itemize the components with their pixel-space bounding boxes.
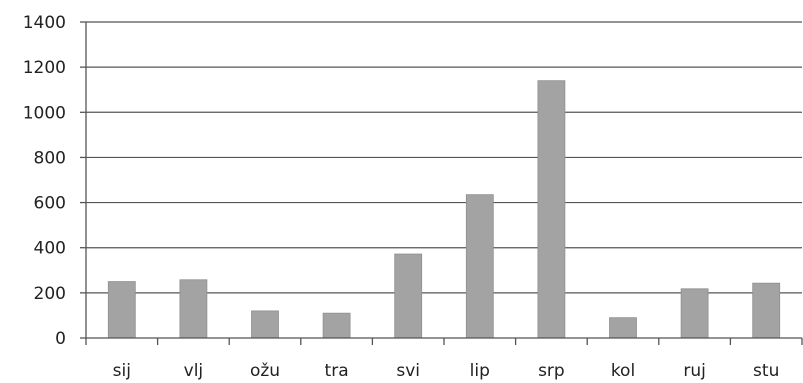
y-tick-label-200: 200 xyxy=(34,284,66,304)
x-tick-labels: sij vlj ožu tra svi lip srp kol ruj stu xyxy=(113,361,780,381)
bar-stu xyxy=(752,282,781,339)
bar-sij xyxy=(107,281,136,339)
y-tick-labels: 0 200 400 600 800 1000 1200 1400 xyxy=(23,13,66,349)
bar-tra xyxy=(322,312,351,339)
x-tick-label-ožu: ožu xyxy=(250,361,280,381)
y-tick-label-400: 400 xyxy=(34,239,66,259)
x-tick-label-svi: svi xyxy=(396,361,420,381)
x-tick-label-tra: tra xyxy=(325,361,349,381)
x-tick-label-lip: lip xyxy=(470,361,490,381)
y-tick-label-1400: 1400 xyxy=(23,13,66,33)
bar-vlj xyxy=(179,279,208,339)
x-tick-label-vlj: vlj xyxy=(184,361,204,381)
y-tick-label-1000: 1000 xyxy=(23,103,66,123)
bar-kol xyxy=(609,317,637,339)
bar-srp xyxy=(537,80,566,339)
x-tick-label-sij: sij xyxy=(113,361,131,381)
y-tick-label-800: 800 xyxy=(34,148,66,168)
bar-ruj xyxy=(680,288,709,339)
y-tick-label-0: 0 xyxy=(55,329,66,349)
bar-lip xyxy=(465,194,494,339)
y-tick-label-600: 600 xyxy=(34,194,66,214)
x-tick-label-stu: stu xyxy=(753,361,779,381)
axes xyxy=(80,21,803,345)
x-tick-label-srp: srp xyxy=(538,361,565,381)
bar-svi xyxy=(394,253,423,339)
x-tick-label-ruj: ruj xyxy=(683,361,706,381)
bars xyxy=(107,80,781,339)
bar-ožu xyxy=(251,310,279,339)
grid-lines xyxy=(86,21,802,294)
y-tick-label-1200: 1200 xyxy=(23,58,66,78)
x-tick-label-kol: kol xyxy=(611,361,635,381)
